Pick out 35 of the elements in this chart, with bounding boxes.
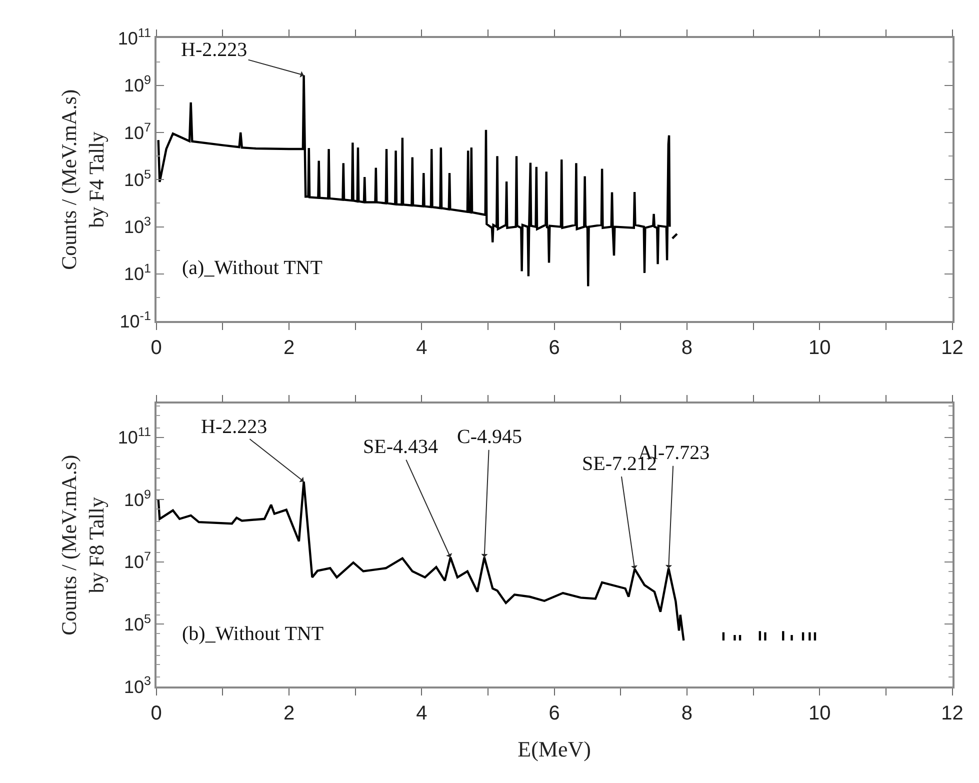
x-tick-label: 6 — [548, 702, 560, 724]
y-tick-label: 10$^{11}$ — [118, 26, 151, 49]
x-tick-label: 2 — [283, 336, 295, 359]
annotation: H-2.223 — [181, 39, 248, 61]
x-tick-label: 8 — [681, 336, 693, 359]
annotation: C-4.945 — [457, 426, 522, 448]
y-axis-title: Counts / (MeV.mA.s) by F8 Tally — [57, 454, 109, 636]
x-tick-label: 12 — [941, 336, 964, 359]
annotation: H-2.223 — [201, 416, 268, 438]
y-tick-label: 10$^{3}$ — [124, 214, 151, 238]
x-tick-label: 12 — [941, 702, 964, 724]
x-tick-label: 0 — [150, 336, 162, 359]
y-tick-label: 10$^{9}$ — [124, 487, 151, 510]
annotation: (b)_Without TNT — [182, 623, 324, 645]
x-tick-label: 8 — [681, 702, 693, 724]
x-tick-label: 4 — [416, 336, 428, 359]
x-tick-label: 0 — [150, 702, 162, 724]
x-tick-label: 6 — [548, 336, 560, 359]
y-tick-label: 10$^{11}$ — [118, 425, 151, 448]
x-tick-label: 4 — [416, 702, 428, 724]
y-axis-title: Counts / (MeV.mA.s) by F4 Tally — [57, 89, 109, 270]
x-tick-label: 10 — [808, 336, 831, 359]
y-tick-label: 10$^{3}$ — [124, 674, 151, 697]
x-axis-title: E(MeV) — [518, 736, 591, 762]
x-tick-label: 2 — [283, 702, 295, 724]
y-tick-label: 10$^{-1}$ — [120, 308, 151, 332]
y-tick-label: 10$^{5}$ — [124, 612, 151, 634]
y-tick-label: 10$^{1}$ — [124, 262, 151, 284]
y-tick-label: 10$^{7}$ — [124, 120, 151, 143]
annotation: (a)_Without TNT — [182, 257, 322, 279]
x-tick-label: 10 — [808, 702, 831, 724]
y-tick-label: 10$^{9}$ — [124, 73, 151, 96]
y-tick-label: 10$^{7}$ — [124, 550, 151, 572]
y-tick-label: 10$^{5}$ — [124, 167, 151, 190]
annotation: SE-4.434 — [363, 436, 438, 458]
